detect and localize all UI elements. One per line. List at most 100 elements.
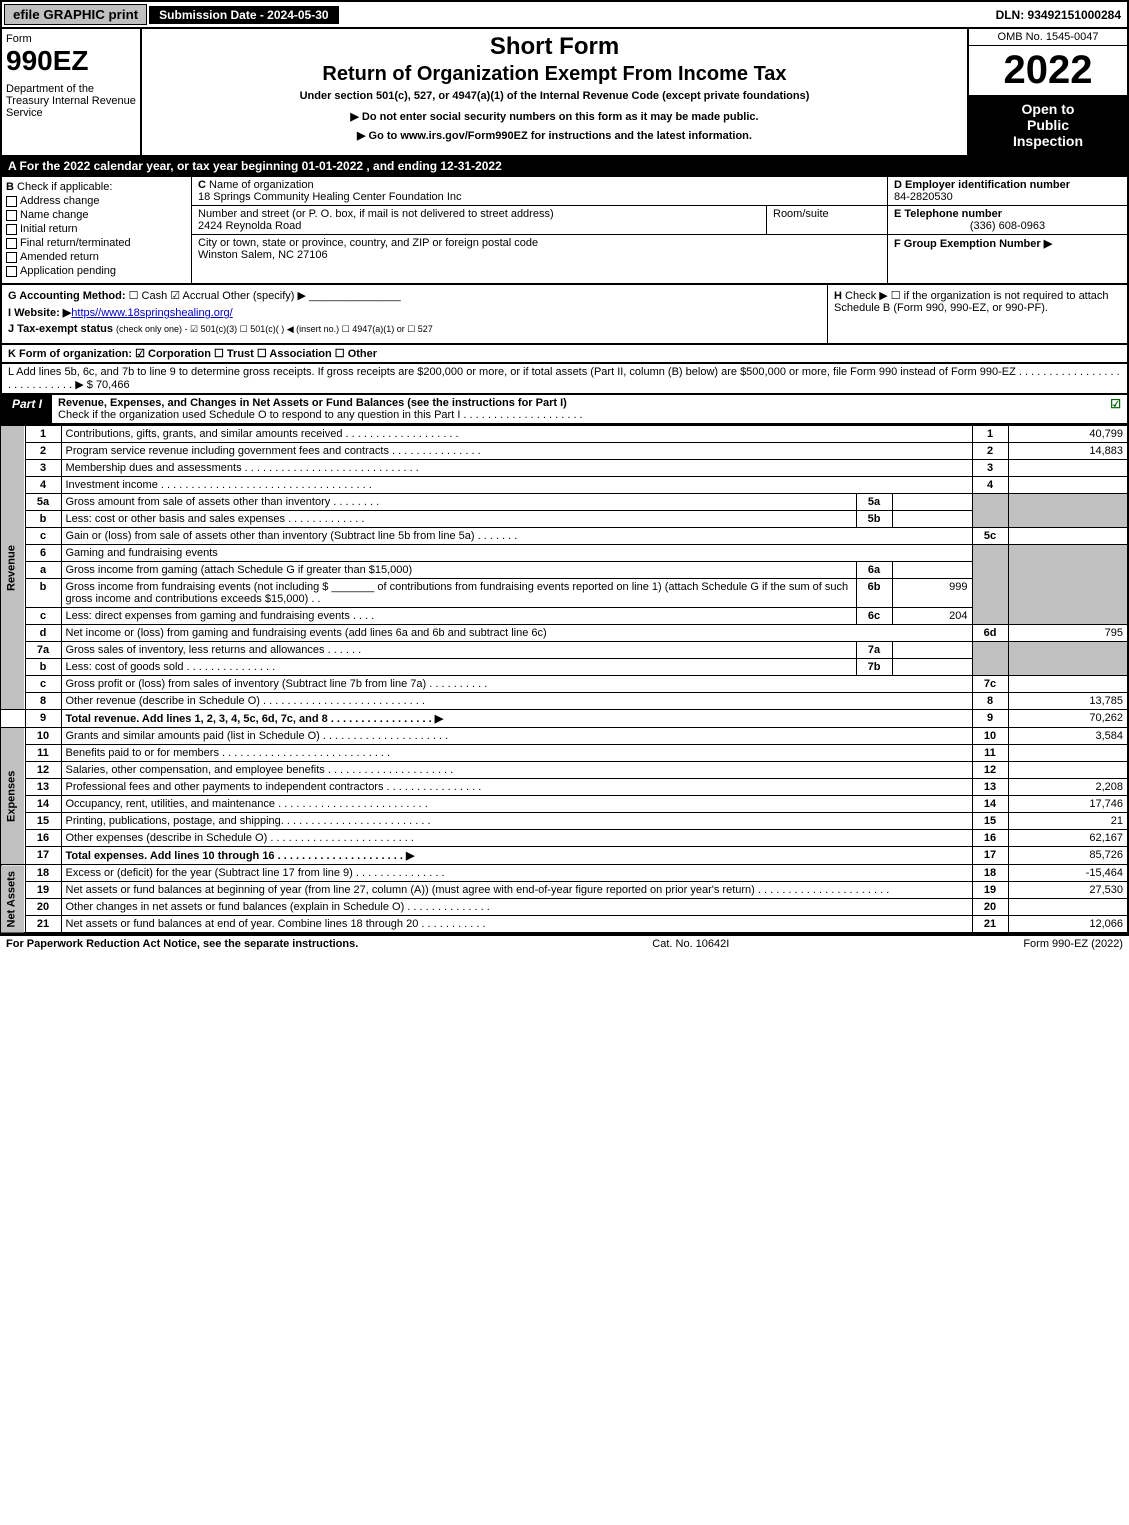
line-14: 14 Occupancy, rent, utilities, and maint… (1, 796, 1128, 813)
j-label: J Tax-exempt status (8, 323, 113, 335)
top-bar: efile GRAPHIC print Submission Date - 20… (0, 0, 1129, 29)
line-6: 6 Gaming and fundraising events (1, 545, 1128, 562)
line-4: 4 Investment income . . . . . . . . . . … (1, 477, 1128, 494)
section-h: H Check ▶ ☐ if the organization is not r… (827, 285, 1127, 343)
org-name: 18 Springs Community Healing Center Foun… (198, 191, 462, 203)
section-k: K Form of organization: ☑ Corporation ☐ … (0, 345, 1129, 364)
section-def: D Employer identification number 84-2820… (887, 177, 1127, 283)
do-not-enter: ▶ Do not enter social security numbers o… (146, 110, 963, 123)
footer-center: Cat. No. 10642I (652, 938, 729, 950)
section-c: C Name of organization 18 Springs Commun… (192, 177, 887, 283)
opt-name-change: Name change (6, 209, 187, 221)
go-to-link: ▶ Go to www.irs.gov/Form990EZ for instru… (146, 129, 963, 142)
line-5c: c Gain or (loss) from sale of assets oth… (1, 528, 1128, 545)
section-a: A For the 2022 calendar year, or tax yea… (0, 157, 1129, 177)
section-l: L Add lines 5b, 6c, and 7b to line 9 to … (0, 364, 1129, 395)
c-name-label: Name of organization (209, 179, 314, 191)
phone: (336) 608-0963 (894, 220, 1121, 232)
opt-amended-return: Amended return (6, 251, 187, 263)
line-1-desc: Contributions, gifts, grants, and simila… (61, 426, 972, 443)
footer-right: Form 990-EZ (2022) (1023, 938, 1123, 950)
room-suite: Room/suite (767, 206, 887, 234)
line-6b: b Gross income from fundraising events (… (1, 579, 1128, 608)
open-line1: Open to (973, 101, 1123, 117)
footer: For Paperwork Reduction Act Notice, see … (0, 934, 1129, 952)
city: Winston Salem, NC 27106 (198, 249, 328, 261)
line-18: Net Assets 18 Excess or (deficit) for th… (1, 865, 1128, 882)
l-text: L Add lines 5b, 6c, and 7b to line 9 to … (8, 366, 1120, 391)
address-row: Number and street (or P. O. box, if mail… (192, 206, 887, 235)
net-assets-side-label: Net Assets (1, 865, 25, 934)
phone-row: E Telephone number (336) 608-0963 (888, 206, 1127, 235)
part1-label: Part I (2, 395, 52, 423)
line-5b: b Less: cost or other basis and sales ex… (1, 511, 1128, 528)
h-label: H (834, 290, 842, 302)
revenue-side-label: Revenue (1, 426, 25, 710)
line-15: 15 Printing, publications, postage, and … (1, 813, 1128, 830)
tax-year: 2022 (969, 46, 1127, 95)
line-11: 11 Benefits paid to or for members . . .… (1, 745, 1128, 762)
line-1: Revenue 1 Contributions, gifts, grants, … (1, 426, 1128, 443)
open-line3: Inspection (973, 133, 1123, 149)
line-6d: d Net income or (loss) from gaming and f… (1, 625, 1128, 642)
j-text: (check only one) - ☑ 501(c)(3) ☐ 501(c)(… (116, 324, 433, 334)
line-12: 12 Salaries, other compensation, and emp… (1, 762, 1128, 779)
header-left: Form 990EZ Department of the Treasury In… (2, 29, 142, 155)
line-10: Expenses 10 Grants and similar amounts p… (1, 728, 1128, 745)
line-13: 13 Professional fees and other payments … (1, 779, 1128, 796)
gh-section: G Accounting Method: ☐ Cash ☑ Accrual Ot… (0, 285, 1129, 345)
opt-initial-return: Initial return (6, 223, 187, 235)
f-label: F Group Exemption Number ▶ (894, 238, 1052, 250)
expenses-side-label: Expenses (1, 728, 25, 865)
website-link[interactable]: https//www.18springshealing.org/ (71, 307, 232, 319)
efile-print-button[interactable]: efile GRAPHIC print (4, 4, 147, 25)
section-g: G Accounting Method: ☐ Cash ☑ Accrual Ot… (2, 285, 827, 343)
group-exemption: F Group Exemption Number ▶ (888, 235, 1127, 252)
ein: 84-2820530 (894, 191, 953, 203)
line-21: 21 Net assets or fund balances at end of… (1, 916, 1128, 934)
c-label: C (198, 179, 206, 191)
part1-table: Revenue 1 Contributions, gifts, grants, … (0, 425, 1129, 934)
line-8: 8 Other revenue (describe in Schedule O)… (1, 693, 1128, 710)
address-left: Number and street (or P. O. box, if mail… (192, 206, 767, 234)
header-center: Short Form Return of Organization Exempt… (142, 29, 967, 155)
line-16: 16 Other expenses (describe in Schedule … (1, 830, 1128, 847)
line-1-tn: 1 (972, 426, 1008, 443)
h-text: Check ▶ ☐ if the organization is not req… (834, 290, 1109, 314)
g-opts: ☐ Cash ☑ Accrual Other (specify) ▶ (129, 290, 306, 302)
city-row: City or town, state or province, country… (192, 235, 887, 263)
g-label: G Accounting Method: (8, 290, 126, 302)
open-to-public: Open to Public Inspection (969, 95, 1127, 155)
form-number: 990EZ (6, 45, 136, 77)
part1-title: Revenue, Expenses, and Changes in Net As… (52, 395, 1104, 423)
ein-row: D Employer identification number 84-2820… (888, 177, 1127, 206)
submission-date: Submission Date - 2024-05-30 (149, 6, 338, 24)
l-amount: 70,466 (96, 379, 130, 391)
line-9: 9 Total revenue. Add lines 1, 2, 3, 4, 5… (1, 710, 1128, 728)
part1-header: Part I Revenue, Expenses, and Changes in… (0, 395, 1129, 425)
department: Department of the Treasury Internal Reve… (6, 83, 136, 119)
addr-label: Number and street (or P. O. box, if mail… (198, 208, 554, 220)
line-3: 3 Membership dues and assessments . . . … (1, 460, 1128, 477)
dln: DLN: 93492151000284 (996, 8, 1127, 22)
line-5a: 5a Gross amount from sale of assets othe… (1, 494, 1128, 511)
i-label: I Website: ▶ (8, 307, 71, 319)
line-6c: c Less: direct expenses from gaming and … (1, 608, 1128, 625)
d-label: D Employer identification number (894, 179, 1070, 191)
line-2: 2 Program service revenue including gove… (1, 443, 1128, 460)
opt-application-pending: Application pending (6, 265, 187, 277)
footer-left: For Paperwork Reduction Act Notice, see … (6, 938, 358, 950)
omb-number: OMB No. 1545-0047 (969, 29, 1127, 46)
opt-address-change: Address change (6, 195, 187, 207)
section-b: B Check if applicable: Address change Na… (2, 177, 192, 283)
part1-check-text: Check if the organization used Schedule … (58, 409, 583, 421)
line-1-tv: 40,799 (1008, 426, 1128, 443)
header-right: OMB No. 1545-0047 2022 Open to Public In… (967, 29, 1127, 155)
part1-checkbox: ☑ (1104, 395, 1127, 423)
top-bar-left: efile GRAPHIC print Submission Date - 20… (2, 2, 339, 27)
city-label: City or town, state or province, country… (198, 237, 538, 249)
short-form-title: Short Form (146, 33, 963, 61)
org-name-row: C Name of organization 18 Springs Commun… (192, 177, 887, 206)
line-17: 17 Total expenses. Add lines 10 through … (1, 847, 1128, 865)
form-header: Form 990EZ Department of the Treasury In… (0, 29, 1129, 157)
